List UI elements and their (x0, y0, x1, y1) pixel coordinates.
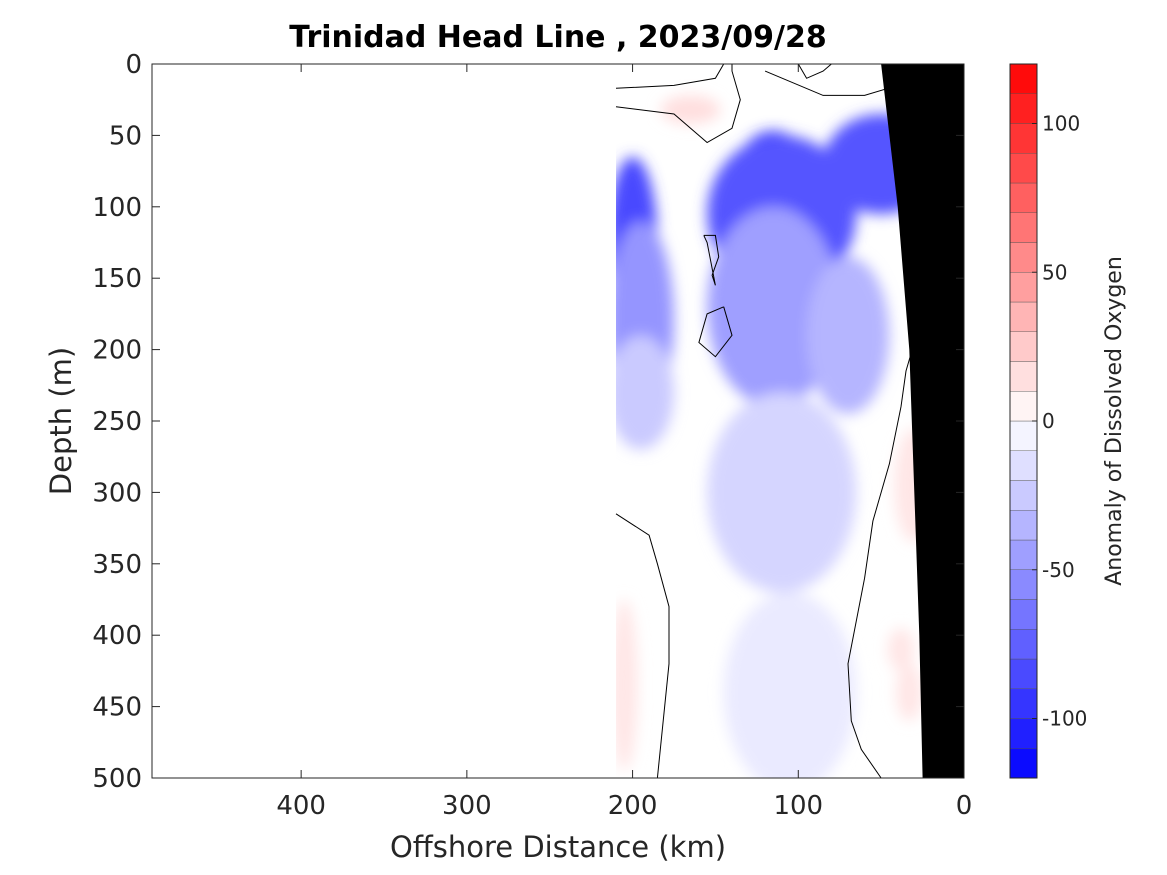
colorbar-level (1009, 272, 1038, 303)
colorbar-tick-label: 100 (1042, 112, 1080, 136)
colorbar-level (1009, 480, 1038, 511)
anomaly-patch (707, 392, 857, 593)
colorbar-level (1009, 688, 1038, 719)
zero-contour-line (615, 64, 725, 89)
x-tick-label: 300 (442, 791, 492, 821)
zero-contours (615, 64, 931, 778)
anomaly-patch (616, 599, 638, 771)
colorbar-level (1009, 331, 1038, 362)
colorbar-level (1009, 748, 1038, 779)
y-tick-label: 450 (92, 693, 142, 723)
x-tick-label: 0 (956, 791, 973, 821)
zero-contour-line (615, 513, 670, 778)
oxygen-anomaly-field (616, 95, 940, 778)
colorbar-tick-label: -50 (1042, 558, 1075, 582)
y-tick-label: 150 (92, 264, 142, 294)
colorbar-level (1009, 153, 1038, 184)
y-tick-label: 400 (92, 621, 142, 651)
y-tick-label: 50 (109, 121, 142, 151)
x-tick-label: 100 (773, 791, 823, 821)
colorbar-level (1009, 420, 1038, 451)
x-axis: 400 300 200 100 0 (276, 64, 972, 821)
y-axis: 0 50 100 150 200 250 300 350 400 450 500 (92, 50, 964, 794)
colorbar-level (1009, 450, 1038, 481)
chart-title: Trinidad Head Line , 2023/09/28 (289, 20, 826, 55)
continental-shelf (881, 64, 964, 778)
anomaly-patch (616, 335, 674, 450)
y-tick-label: 250 (92, 407, 142, 437)
colorbar-level (1009, 63, 1038, 94)
colorbar-tick-label: 0 (1042, 409, 1055, 433)
colorbar-level (1009, 539, 1038, 570)
colorbar-level (1009, 212, 1038, 243)
colorbar-level (1009, 361, 1038, 392)
colorbar-tick-label: -100 (1042, 707, 1087, 731)
y-tick-label: 100 (92, 193, 142, 223)
y-tick-label: 350 (92, 550, 142, 580)
y-axis-label: Depth (m) (44, 347, 78, 495)
x-axis-label: Offshore Distance (km) (390, 830, 726, 864)
colorbar-level (1009, 718, 1038, 749)
anomaly-patch (896, 663, 923, 721)
anomaly-patch (887, 628, 915, 671)
colorbar: 100 50 0 -50 -100 (1009, 63, 1087, 779)
x-tick-label: 400 (276, 791, 326, 821)
anomaly-patch (707, 206, 840, 407)
anomaly-patch (806, 256, 890, 414)
colorbar-level (1009, 510, 1038, 541)
colorbar-level (1009, 93, 1038, 124)
zero-contour-line (698, 306, 733, 358)
colorbar-level (1009, 658, 1038, 689)
y-tick-label: 500 (92, 764, 142, 794)
zero-contour-line (847, 342, 931, 778)
zero-contour-line (797, 64, 832, 79)
colorbar-tick-label: 50 (1042, 260, 1067, 284)
zero-contour-line (703, 234, 720, 286)
anomaly-patch (660, 95, 721, 124)
colorbar-level (1009, 569, 1038, 600)
colorbar-level (1009, 182, 1038, 213)
colorbar-level (1009, 242, 1038, 273)
x-tick-label: 200 (608, 791, 658, 821)
colorbar-level (1009, 123, 1038, 154)
colorbar-level (1009, 301, 1038, 332)
colorbar-label: Anomaly of Dissolved Oxygen (1102, 256, 1127, 586)
colorbar-level (1009, 599, 1038, 630)
y-tick-label: 0 (125, 50, 142, 80)
y-tick-label: 200 (92, 336, 142, 366)
colorbar-level (1009, 391, 1038, 422)
zero-contour-line (615, 64, 741, 144)
colorbar-level (1009, 629, 1038, 660)
y-tick-label: 300 (92, 478, 142, 508)
anomaly-patch (723, 592, 857, 778)
